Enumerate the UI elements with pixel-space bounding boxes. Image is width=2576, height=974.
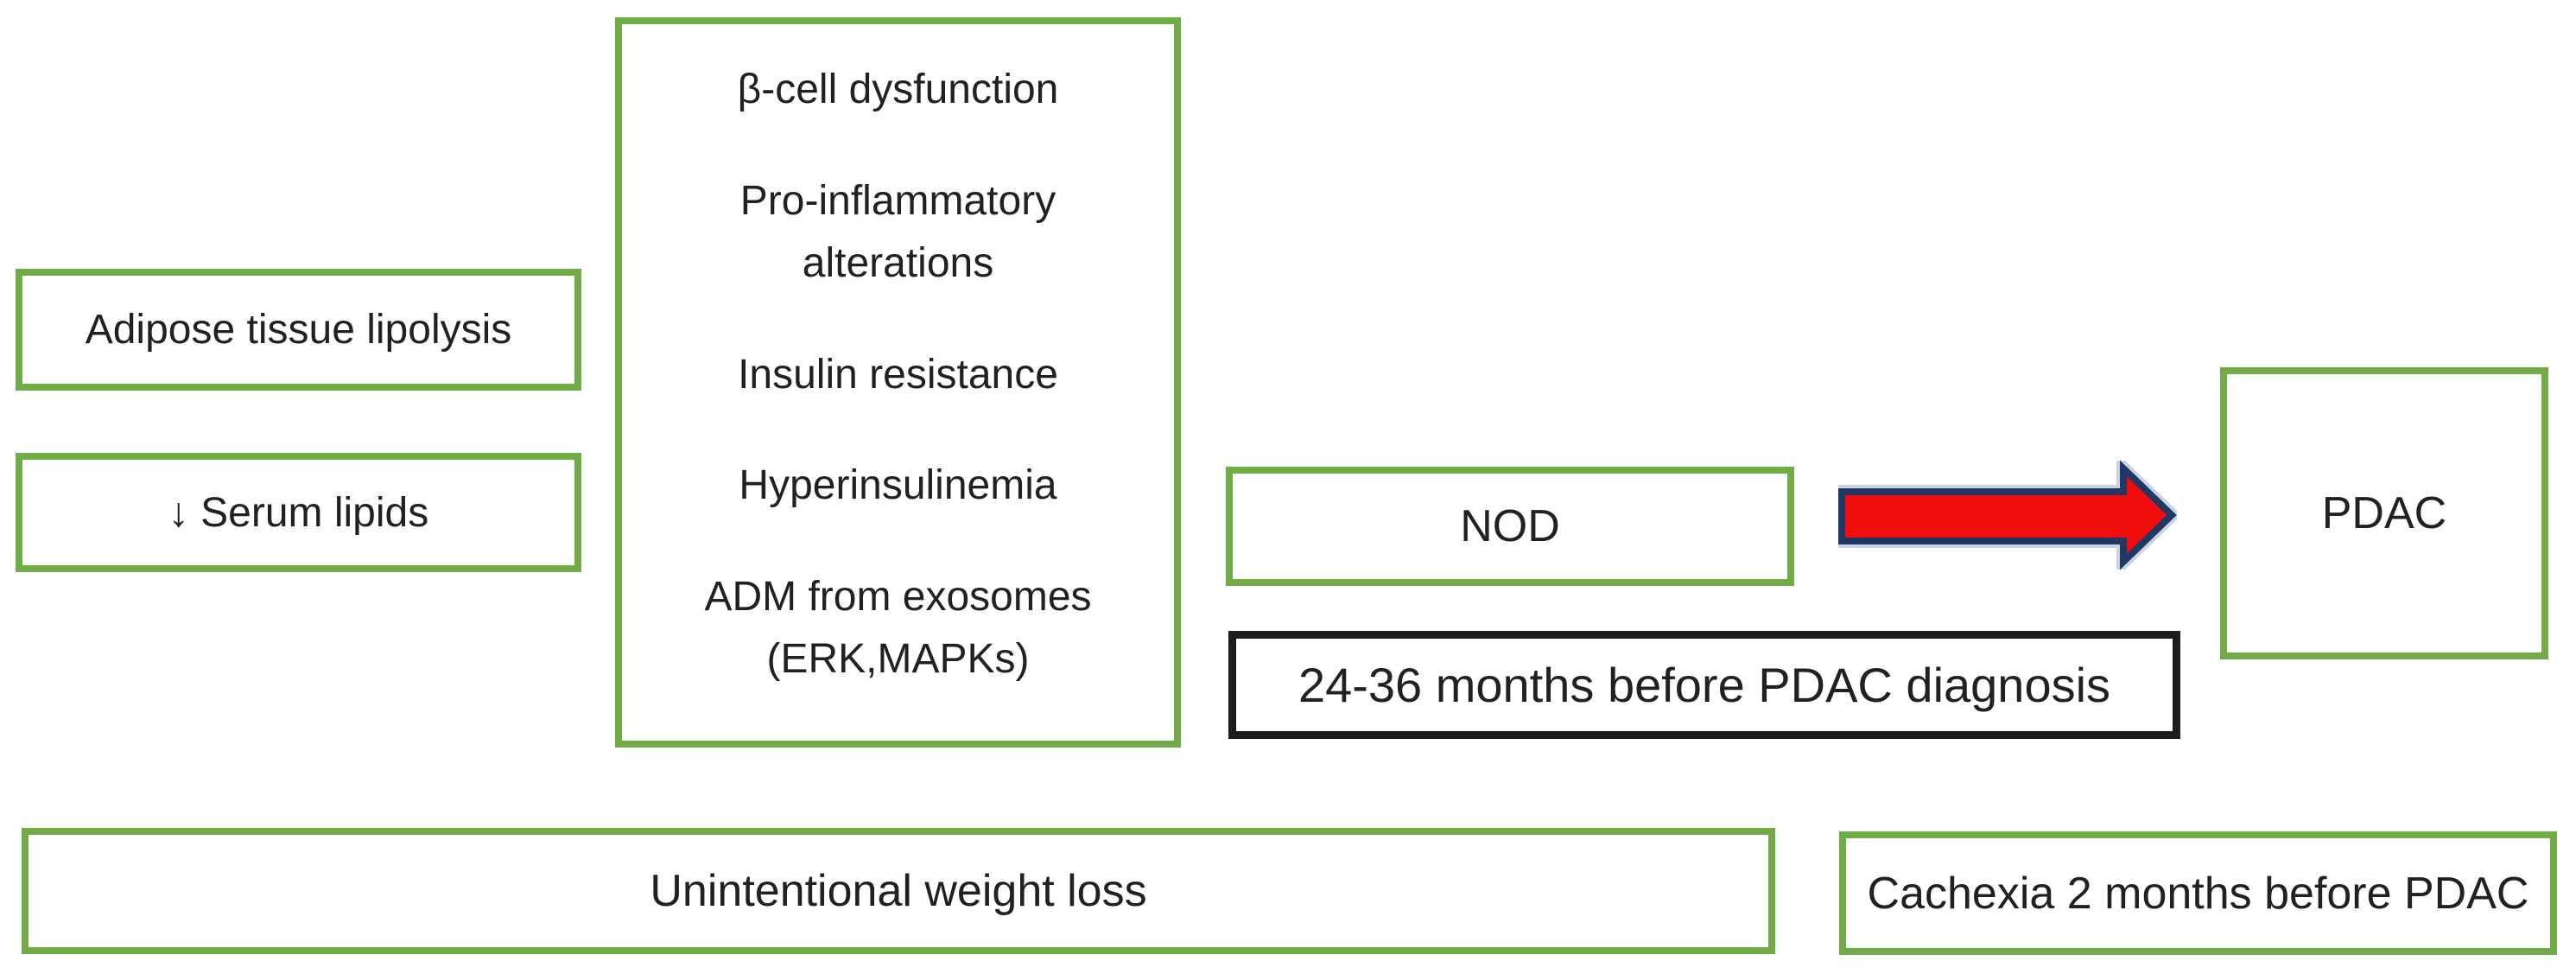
red-arrow-shape	[1838, 461, 2177, 570]
cachexia-label: Cachexia 2 months before PDAC	[1867, 868, 2529, 919]
mechanism-item-beta-cell: β-cell dysfunction	[737, 67, 1059, 112]
serum-lipids-label: ↓ Serum lipids	[168, 489, 429, 536]
nod-label: NOD	[1460, 501, 1560, 551]
red-arrow-icon	[1838, 461, 2177, 570]
mechanism-item-pro-inflammatory: Pro-inflammatory alterations	[739, 177, 1056, 286]
mechanism-item-hyperinsulinemia: Hyperinsulinemia	[739, 462, 1057, 509]
mechanism-item-insulin-resistance: Insulin resistance	[738, 351, 1058, 398]
red-arrow	[1838, 461, 2177, 570]
adipose-tissue-lipolysis-label: Adipose tissue lipolysis	[85, 307, 512, 353]
adipose-tissue-lipolysis-box: Adipose tissue lipolysis	[16, 269, 581, 391]
cachexia-box: Cachexia 2 months before PDAC	[1839, 831, 2557, 955]
timeline-box: 24-36 months before PDAC diagnosis	[1228, 631, 2180, 739]
mechanism-item-adm-exosomes: ADM from exosomes (ERK,MAPKs)	[704, 574, 1092, 682]
pdac-box: PDAC	[2220, 367, 2548, 659]
serum-lipids-box: ↓ Serum lipids	[16, 453, 581, 572]
weight-loss-box: Unintentional weight loss	[22, 828, 1775, 954]
pdac-label: PDAC	[2321, 488, 2447, 538]
timeline-label: 24-36 months before PDAC diagnosis	[1298, 658, 2111, 712]
weight-loss-label: Unintentional weight loss	[650, 866, 1147, 916]
nod-box: NOD	[1226, 467, 1794, 586]
mechanisms-box: β-cell dysfunction Pro-inflammatory alte…	[615, 17, 1181, 748]
